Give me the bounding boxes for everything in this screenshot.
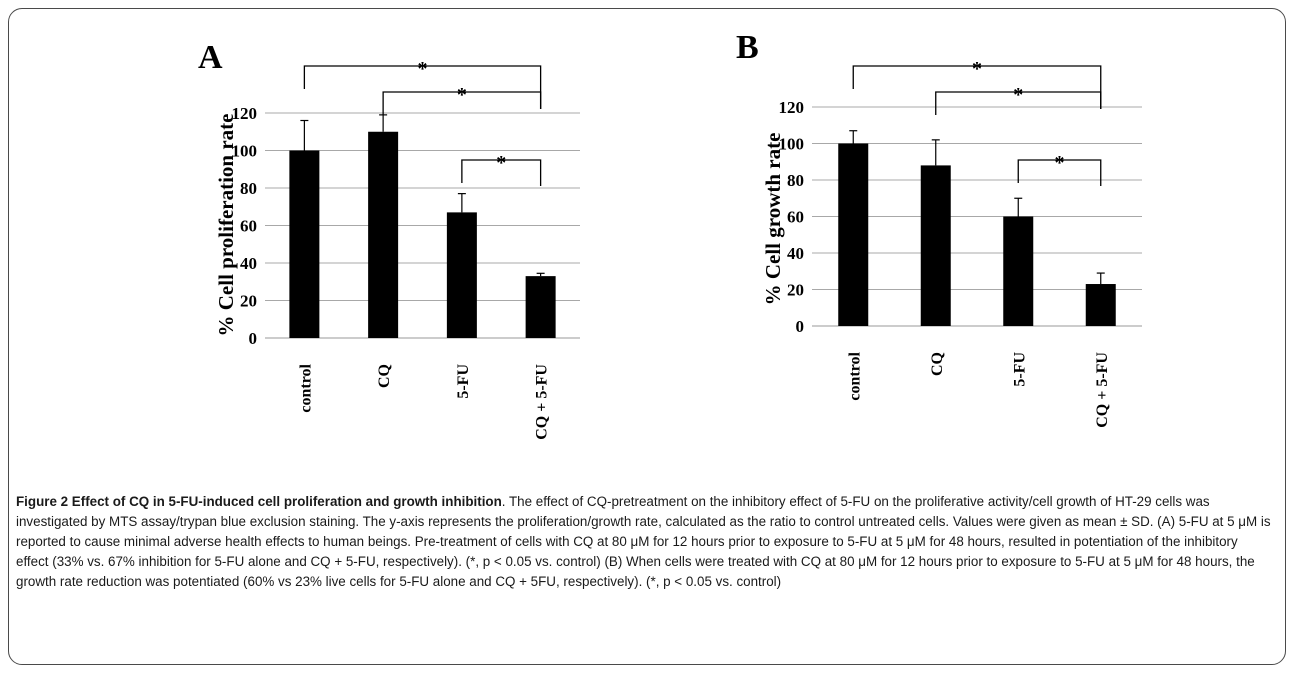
chart-panel-b: B % Cell growth rate 0 20 40 60 80 100 120 contro…: [736, 29, 1142, 428]
x-tick-label: 5-FU: [455, 364, 472, 399]
bar: [446, 212, 477, 338]
x-tick-label: CQ: [376, 364, 393, 388]
y-tick-label: 60: [240, 217, 257, 236]
y-tick-label: 0: [796, 317, 805, 336]
panel-label: A: [198, 39, 223, 76]
y-tick-label: 80: [787, 171, 804, 190]
significance-bracket: [303, 65, 542, 109]
significance-star: *: [1055, 152, 1065, 174]
x-tick-label: CQ + 5-FU: [1094, 352, 1111, 428]
bar: [920, 165, 951, 326]
caption-body: . The effect of CQ-pretreatment on the i…: [16, 494, 1271, 589]
figure-frame: [8, 8, 1286, 665]
y-tick-label: 20: [240, 292, 257, 311]
chart-panel-a: A % Cell proliferation rate 0 20 40 60 80 100 12…: [198, 39, 580, 440]
y-tick-label: 120: [779, 98, 805, 117]
significance-star: *: [496, 152, 506, 174]
y-tick-label: 40: [240, 254, 257, 273]
bar: [1003, 216, 1034, 326]
y-tick-label: 60: [787, 208, 804, 227]
x-tick-label: control: [297, 363, 314, 412]
bar: [289, 150, 320, 338]
y-axis-label: % Cell growth rate: [761, 133, 785, 306]
bar: [525, 276, 556, 338]
significance-star: *: [418, 58, 428, 80]
y-tick-label: 0: [249, 329, 258, 348]
y-tick-label: 100: [779, 135, 805, 154]
significance-star: *: [457, 84, 467, 106]
x-tick-label: 5-FU: [1011, 352, 1028, 387]
x-tick-label: control: [846, 351, 863, 400]
significance-bracket: [461, 159, 542, 186]
significance-bracket: [1017, 159, 1102, 186]
significance-bracket: [382, 91, 542, 115]
y-tick-label: 40: [787, 244, 804, 263]
caption-title: Figure 2 Effect of CQ in 5-FU-induced ce…: [16, 494, 502, 509]
y-axis-label: % Cell proliferation rate: [214, 114, 238, 337]
bar: [1085, 284, 1116, 326]
figure-caption: Figure 2 Effect of CQ in 5-FU-induced ce…: [16, 492, 1271, 592]
significance-star: *: [972, 58, 982, 80]
bar: [838, 143, 869, 326]
significance-bracket: [935, 91, 1102, 115]
y-tick-label: 120: [232, 104, 258, 123]
panel-label: B: [736, 29, 759, 66]
y-tick-label: 20: [787, 281, 804, 300]
x-tick-label: CQ + 5-FU: [534, 364, 551, 440]
y-tick-label: 80: [240, 179, 257, 198]
y-tick-label: 100: [232, 142, 258, 161]
significance-star: *: [1013, 84, 1023, 106]
x-tick-label: CQ: [929, 352, 946, 376]
bar: [368, 131, 399, 338]
significance-bracket: [852, 65, 1102, 109]
